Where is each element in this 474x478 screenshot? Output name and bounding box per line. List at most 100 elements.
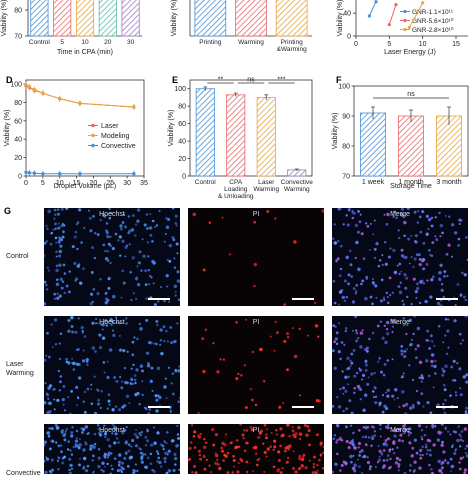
tick-label: 30: [127, 39, 135, 46]
data-point: [27, 85, 32, 89]
scale-bar: [292, 298, 314, 300]
y-axis-label: Viability (%): [337, 0, 344, 36]
micrograph-channel-label: Hoechst: [99, 211, 125, 218]
x-axis-label: Storage Time: [390, 183, 432, 190]
micrograph-channel-label: PI: [252, 427, 260, 434]
bar: [256, 97, 276, 177]
tick-label: Printing: [281, 39, 303, 46]
x-tick-label: 15: [452, 41, 460, 48]
x-tick-label: 5: [41, 180, 45, 187]
data-point: [132, 105, 136, 109]
data-point: [374, 0, 378, 4]
data-point: [27, 171, 32, 175]
micrograph-merge-2: Merge: [332, 424, 468, 474]
y-tick-label: 80: [178, 104, 186, 111]
significance-label: ns: [247, 77, 255, 84]
data-point: [58, 97, 62, 101]
micrograph-channel-label: PI: [252, 211, 260, 218]
data-point: [24, 83, 28, 87]
micrograph-channel-label: PI: [252, 319, 260, 326]
scale-bar: [436, 298, 458, 300]
chart-top-a: [27, 0, 142, 37]
micrograph-channel-label: Merge: [390, 319, 410, 326]
x-tick-label: Laser: [258, 179, 275, 186]
plot-frame: [189, 79, 313, 177]
bar: [436, 115, 462, 177]
data-point: [132, 172, 136, 176]
y-tick-label: 80: [14, 100, 22, 107]
bar: [30, 0, 49, 37]
legend-marker: [91, 133, 95, 138]
data-point: [41, 172, 45, 176]
panel-letter-d: D: [6, 75, 13, 85]
y-tick-label: 20: [178, 156, 186, 163]
micrograph-merge-1: Merge: [332, 316, 468, 414]
y-tick-label: 40: [14, 137, 22, 144]
tick-label: Printing: [199, 39, 221, 46]
x-tick-label: 10: [56, 180, 64, 187]
y-tick-label: 40: [343, 11, 351, 18]
micrograph-channel-label: Hoechst: [99, 319, 125, 326]
significance-label: ***: [277, 77, 285, 84]
bar: [275, 0, 308, 37]
x-tick-label: Loading: [224, 186, 248, 193]
y-axis-label: Viability (%): [4, 110, 11, 147]
legend-label: GNR-1.1×10¹¹: [412, 9, 454, 16]
y-tick-label: 100: [174, 86, 186, 93]
y-tick-label: 90: [342, 114, 350, 121]
panel-letter-f: F: [336, 75, 342, 85]
bar: [121, 0, 140, 37]
tick-label: 20: [104, 39, 112, 46]
series-line: [368, 1, 377, 17]
x-tick-label: 30: [123, 180, 131, 187]
legend-marker: [403, 27, 407, 32]
micrograph-channel-label: Merge: [390, 427, 410, 434]
data-point: [41, 91, 45, 95]
y-tick-label: 0: [18, 174, 22, 181]
data-point: [32, 171, 37, 175]
tick-label: 10: [81, 39, 89, 46]
scale-bar: [148, 298, 170, 300]
micrograph-hoechst-2: Hoechst: [44, 424, 180, 474]
row-label: Laser Warming: [6, 361, 34, 377]
legend-label: Modeling: [101, 133, 130, 140]
micrograph-pi-2: PI: [188, 424, 324, 474]
bar: [287, 169, 307, 177]
y-tick-label: 60: [178, 121, 186, 128]
y-tick-label: 60: [14, 118, 22, 125]
data-point: [407, 25, 411, 30]
micrograph-hoechst-1: Hoechst: [44, 316, 180, 414]
data-point: [24, 170, 28, 175]
y-tick-label: 80: [342, 144, 350, 151]
tick-label: &Warming: [277, 46, 307, 53]
bar: [195, 88, 215, 177]
series-line: [388, 4, 397, 25]
x-tick-label: 1 month: [398, 179, 423, 186]
data-point: [78, 101, 82, 106]
x-tick-label: 35: [140, 180, 148, 187]
scale-bar: [436, 406, 458, 408]
bar: [226, 94, 246, 177]
plot-frame: [25, 79, 145, 177]
data-point: [32, 87, 37, 92]
data-point: [367, 14, 371, 18]
x-tick-label: Warming: [284, 186, 310, 193]
micrograph-merge-0: Merge: [332, 208, 468, 306]
legend-label: Laser: [101, 123, 119, 130]
bar: [75, 0, 95, 37]
legend-marker: [403, 18, 407, 23]
y-tick-label: 100: [10, 82, 22, 89]
x-axis-label: Droplet Volume (μL): [54, 183, 116, 190]
tick-label: Warming: [238, 39, 264, 46]
y-tick-label: 20: [14, 155, 22, 162]
y-axis-label: Viability (%): [171, 0, 178, 36]
legend-marker: [403, 9, 407, 14]
x-tick-label: 5: [387, 41, 391, 48]
x-tick-label: Warming: [253, 186, 279, 193]
scale-bar: [292, 406, 314, 408]
data-point: [58, 172, 62, 176]
y-tick-label: 70: [342, 174, 350, 181]
y-axis-label: Viability (%): [1, 0, 8, 36]
x-tick-label: 10: [419, 41, 427, 48]
data-point: [421, 1, 425, 5]
